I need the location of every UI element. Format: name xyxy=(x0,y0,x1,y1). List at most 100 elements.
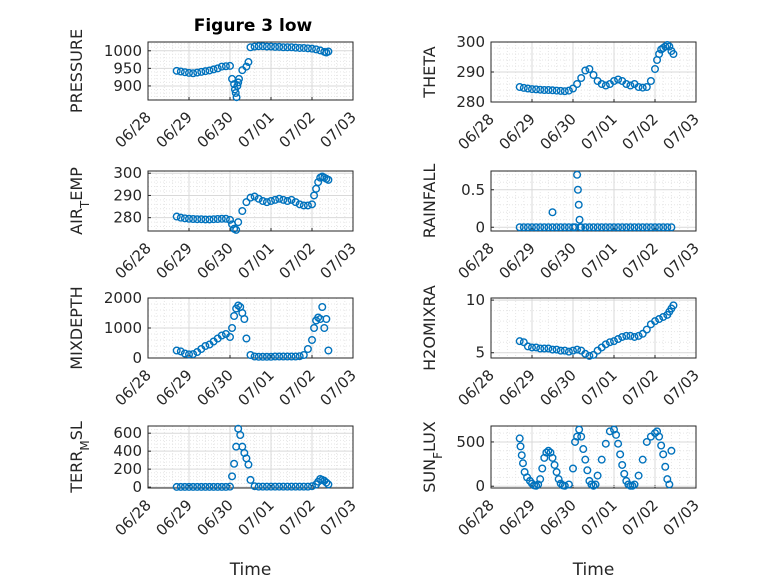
x-tick-label: 06/28 xyxy=(112,239,155,282)
x-tick-label: 06/30 xyxy=(194,239,237,282)
data-point xyxy=(655,50,664,59)
data-point xyxy=(665,480,674,489)
y-tick-label: 500 xyxy=(456,433,485,451)
series-markers xyxy=(172,301,333,361)
data-point xyxy=(630,480,639,489)
data-point xyxy=(176,347,185,356)
x-tick-label: 07/01 xyxy=(578,366,621,409)
data-point xyxy=(581,349,590,358)
data-point xyxy=(665,42,674,51)
data-point xyxy=(536,85,545,94)
data-point xyxy=(638,223,647,232)
data-point xyxy=(630,223,639,232)
data-point xyxy=(597,455,606,464)
data-point xyxy=(267,196,276,205)
data-point xyxy=(213,482,222,491)
x-tick-label: 06/30 xyxy=(194,496,237,539)
data-point xyxy=(577,432,586,441)
data-point xyxy=(638,83,647,92)
data-point xyxy=(630,332,639,341)
data-point xyxy=(544,223,553,232)
data-point xyxy=(548,223,557,232)
y-axis-label: RAINFALL xyxy=(420,164,439,239)
data-point xyxy=(536,475,545,484)
y-axis-label: SUNFLUX xyxy=(420,421,445,493)
data-point xyxy=(651,317,660,326)
data-point xyxy=(197,482,206,491)
data-point xyxy=(295,482,304,491)
data-point xyxy=(605,427,614,436)
y-axis-label: PRESSURE xyxy=(67,29,86,113)
figure-title: Figure 3 low xyxy=(194,16,313,36)
y-tick-label: 290 xyxy=(113,186,142,204)
data-point xyxy=(283,43,292,52)
data-point xyxy=(554,475,563,484)
y-tick-label: 600 xyxy=(113,424,142,442)
plot-area xyxy=(490,170,697,232)
data-point xyxy=(638,329,647,338)
data-point xyxy=(544,446,553,455)
data-point xyxy=(556,479,565,488)
axes-box xyxy=(147,170,354,232)
data-point xyxy=(180,214,189,223)
data-point xyxy=(579,445,588,454)
data-point xyxy=(209,482,218,491)
x-tick-label: 07/03 xyxy=(317,496,360,539)
data-point xyxy=(544,344,553,353)
y-tick-label: 300 xyxy=(456,33,485,51)
x-tick-label: 06/29 xyxy=(496,110,539,153)
y-tick-label: 290 xyxy=(456,63,485,81)
data-point xyxy=(540,223,549,232)
data-point xyxy=(577,223,586,232)
x-tick-label: 07/01 xyxy=(235,239,278,282)
y-tick-label: 2000 xyxy=(104,289,142,307)
y-tick-label: 900 xyxy=(113,77,142,95)
data-point xyxy=(642,325,651,334)
x-tick-label: 06/29 xyxy=(153,239,196,282)
data-point xyxy=(267,482,276,491)
data-point xyxy=(172,212,181,221)
data-point xyxy=(651,64,660,73)
data-point xyxy=(573,345,582,354)
data-point xyxy=(618,460,627,469)
data-point xyxy=(291,352,300,361)
data-point xyxy=(232,93,241,102)
x-axis-label: Time xyxy=(572,560,615,580)
data-point xyxy=(299,201,308,210)
data-point xyxy=(184,350,193,359)
data-point xyxy=(320,324,329,333)
data-point xyxy=(275,42,284,51)
data-point xyxy=(221,62,230,71)
data-point xyxy=(287,43,296,52)
data-point xyxy=(669,50,678,59)
data-point xyxy=(254,194,263,203)
data-point xyxy=(601,81,610,90)
data-point xyxy=(552,223,561,232)
data-point xyxy=(287,195,296,204)
data-point xyxy=(244,460,253,469)
y-axis-label: TERRMSL xyxy=(67,421,92,494)
x-tick-label: 06/30 xyxy=(194,366,237,409)
data-point xyxy=(246,475,255,484)
data-point xyxy=(564,86,573,95)
data-point xyxy=(610,223,619,232)
data-point xyxy=(663,41,672,50)
data-point xyxy=(271,42,280,51)
y-tick-label: 0 xyxy=(475,218,485,236)
data-point xyxy=(622,331,631,340)
data-point xyxy=(560,87,569,96)
data-point xyxy=(254,482,263,491)
data-point xyxy=(303,201,312,210)
data-point xyxy=(581,455,590,464)
data-point xyxy=(267,42,276,51)
data-point xyxy=(605,223,614,232)
x-tick-label: 07/01 xyxy=(235,366,278,409)
data-point xyxy=(275,482,284,491)
x-tick-label: 06/28 xyxy=(455,110,498,153)
data-point xyxy=(279,43,288,52)
data-point xyxy=(240,315,249,324)
